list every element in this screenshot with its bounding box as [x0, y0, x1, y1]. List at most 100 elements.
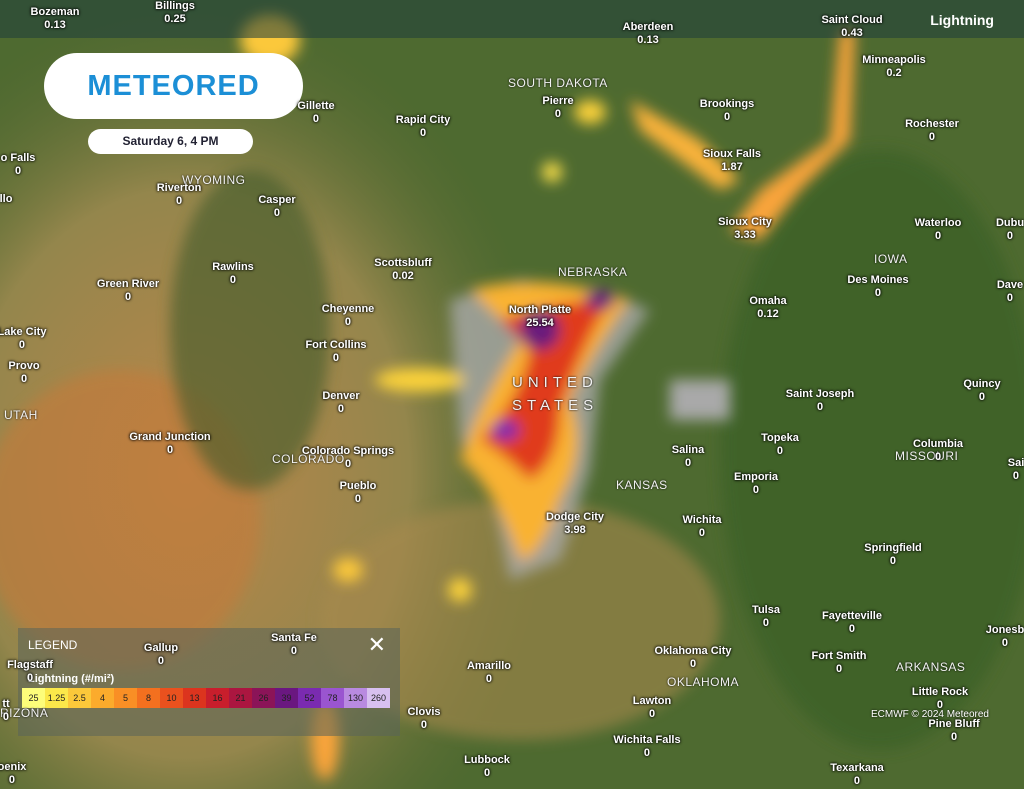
city-label: Texarkana 0: [830, 762, 884, 788]
city-label: Rawlins 0: [212, 261, 254, 287]
city-value: 0: [853, 775, 861, 787]
city-name: Rochester: [905, 118, 959, 130]
city-label: Lawton 0: [633, 695, 672, 721]
city-value: 0: [848, 623, 856, 635]
city-name: Salina: [671, 444, 705, 456]
city-value: 0: [26, 672, 34, 684]
city-label: Pueblo 0: [340, 480, 377, 506]
city-value: 0.25: [164, 13, 186, 25]
close-button[interactable]: ✕: [367, 632, 386, 657]
layer-title[interactable]: Lightning: [930, 12, 994, 28]
scale-step: 5: [114, 688, 137, 708]
scale-step: 8: [137, 688, 160, 708]
region-label: SOUTH DAKOTA: [508, 76, 608, 90]
city-value: 0: [835, 663, 843, 675]
city-label: Fayetteville 0: [822, 610, 882, 636]
city-name: Topeka: [761, 432, 799, 444]
city-name: Saint Cloud: [821, 14, 883, 26]
city-name: Emporia: [733, 471, 779, 483]
city-value: 0: [816, 401, 824, 413]
city-value: 0: [698, 527, 706, 539]
city-value: 0: [20, 373, 28, 385]
city-value: 0: [485, 673, 493, 685]
city-name: Rapid City: [395, 114, 451, 126]
city-label: Des Moines 0: [847, 274, 908, 300]
city-label: Aberdeen 0.13: [623, 21, 674, 47]
city-value: 0: [643, 747, 651, 759]
city-value: 0.13: [637, 34, 659, 46]
city-label: Oklahoma City 0: [654, 645, 731, 671]
city-label: Scottsbluff 0.02: [374, 257, 431, 283]
city-value: 0: [1001, 637, 1009, 649]
city-label: North Platte 25.54: [509, 304, 571, 330]
scale-step: 1.25: [45, 688, 68, 708]
city-value: 0: [776, 445, 784, 457]
city-label: Dubu 0: [996, 217, 1024, 243]
city-value: 0: [2, 711, 10, 723]
city-name: Saint Joseph: [785, 388, 855, 400]
city-label: Dodge City 3.98: [546, 511, 604, 537]
city-value: 0: [483, 767, 491, 779]
city-label: Lubbock 0: [464, 754, 510, 780]
city-name: Brookings: [699, 98, 755, 110]
city-value: 0: [166, 444, 174, 456]
city-name: Columbia: [912, 438, 964, 450]
region-label: MISSOURI: [895, 449, 959, 463]
city-value: 0: [14, 165, 22, 177]
city-value: 0: [354, 493, 362, 505]
city-name: Amarillo: [466, 660, 512, 672]
city-label: Emporia 0: [734, 471, 778, 497]
city-name: Rawlins: [212, 261, 254, 273]
city-name: Santa Fe: [271, 632, 317, 644]
city-value: 0: [684, 457, 692, 469]
city-value: 0: [290, 645, 298, 657]
legend-subtitle: Lightning (#/mi²): [28, 673, 115, 685]
city-label: Jonesb 0: [986, 624, 1024, 650]
city-name: Sioux City: [718, 216, 772, 228]
city-name: North Platte: [508, 304, 572, 316]
credit: ECMWF © 2024 Meteored: [871, 709, 989, 720]
city-value: 0: [723, 111, 731, 123]
city-label: Casper 0: [258, 194, 295, 220]
city-value: 0.12: [757, 308, 779, 320]
city-value: 0: [648, 708, 656, 720]
logo[interactable]: METEORED: [44, 53, 303, 119]
city-label: Riverton 0: [157, 182, 202, 208]
city-name: Little Rock: [911, 686, 969, 698]
city-value: 3.98: [564, 524, 586, 536]
city-name: Green River: [96, 278, 160, 290]
city-label: Bozeman 0.13: [31, 6, 80, 32]
city-value: 0: [936, 699, 944, 711]
city-value: 0: [124, 291, 132, 303]
city-value: 0: [1012, 470, 1020, 482]
city-name: Flagstaff: [7, 659, 53, 671]
region-label: OKLAHOMA: [667, 675, 740, 689]
region-label: RIZONA: [0, 706, 49, 720]
city-name: Sioux Falls: [702, 148, 762, 160]
city-name: Waterloo: [914, 217, 962, 229]
scale-step: 260: [367, 688, 390, 708]
city-value: 0: [344, 458, 352, 470]
city-value: 0: [419, 127, 427, 139]
top-bar: Lightning: [0, 0, 1024, 38]
city-name: Pueblo: [339, 480, 377, 492]
scale-step: 25: [22, 688, 45, 708]
city-label: Rochester 0: [905, 118, 959, 144]
city-value: 0: [337, 403, 345, 415]
city-name: Fort Smith: [811, 650, 867, 662]
city-name: Casper: [258, 194, 296, 206]
city-label: Colorado Springs 0: [302, 445, 394, 471]
city-label: Saint Cloud 0.43: [821, 14, 882, 40]
city-label: Green River 0: [97, 278, 159, 304]
legend: LEGEND ✕ Lightning (#/mi²) 25 1.25 2.5 4 5 8 1…: [18, 628, 400, 736]
forecast-time[interactable]: Saturday 6, 4 PM: [88, 129, 253, 154]
city-label: Amarillo 0: [467, 660, 511, 686]
city-value: 0.2: [886, 67, 902, 79]
city-label: tt 0: [2, 698, 9, 724]
city-label: Columbia 0: [913, 438, 963, 464]
city-label: Topeka 0: [761, 432, 799, 458]
city-value: 0: [1006, 292, 1014, 304]
city-name: Aberdeen: [622, 21, 674, 33]
city-name: Bozeman: [30, 6, 80, 18]
city-label: o Falls 0: [1, 152, 36, 178]
